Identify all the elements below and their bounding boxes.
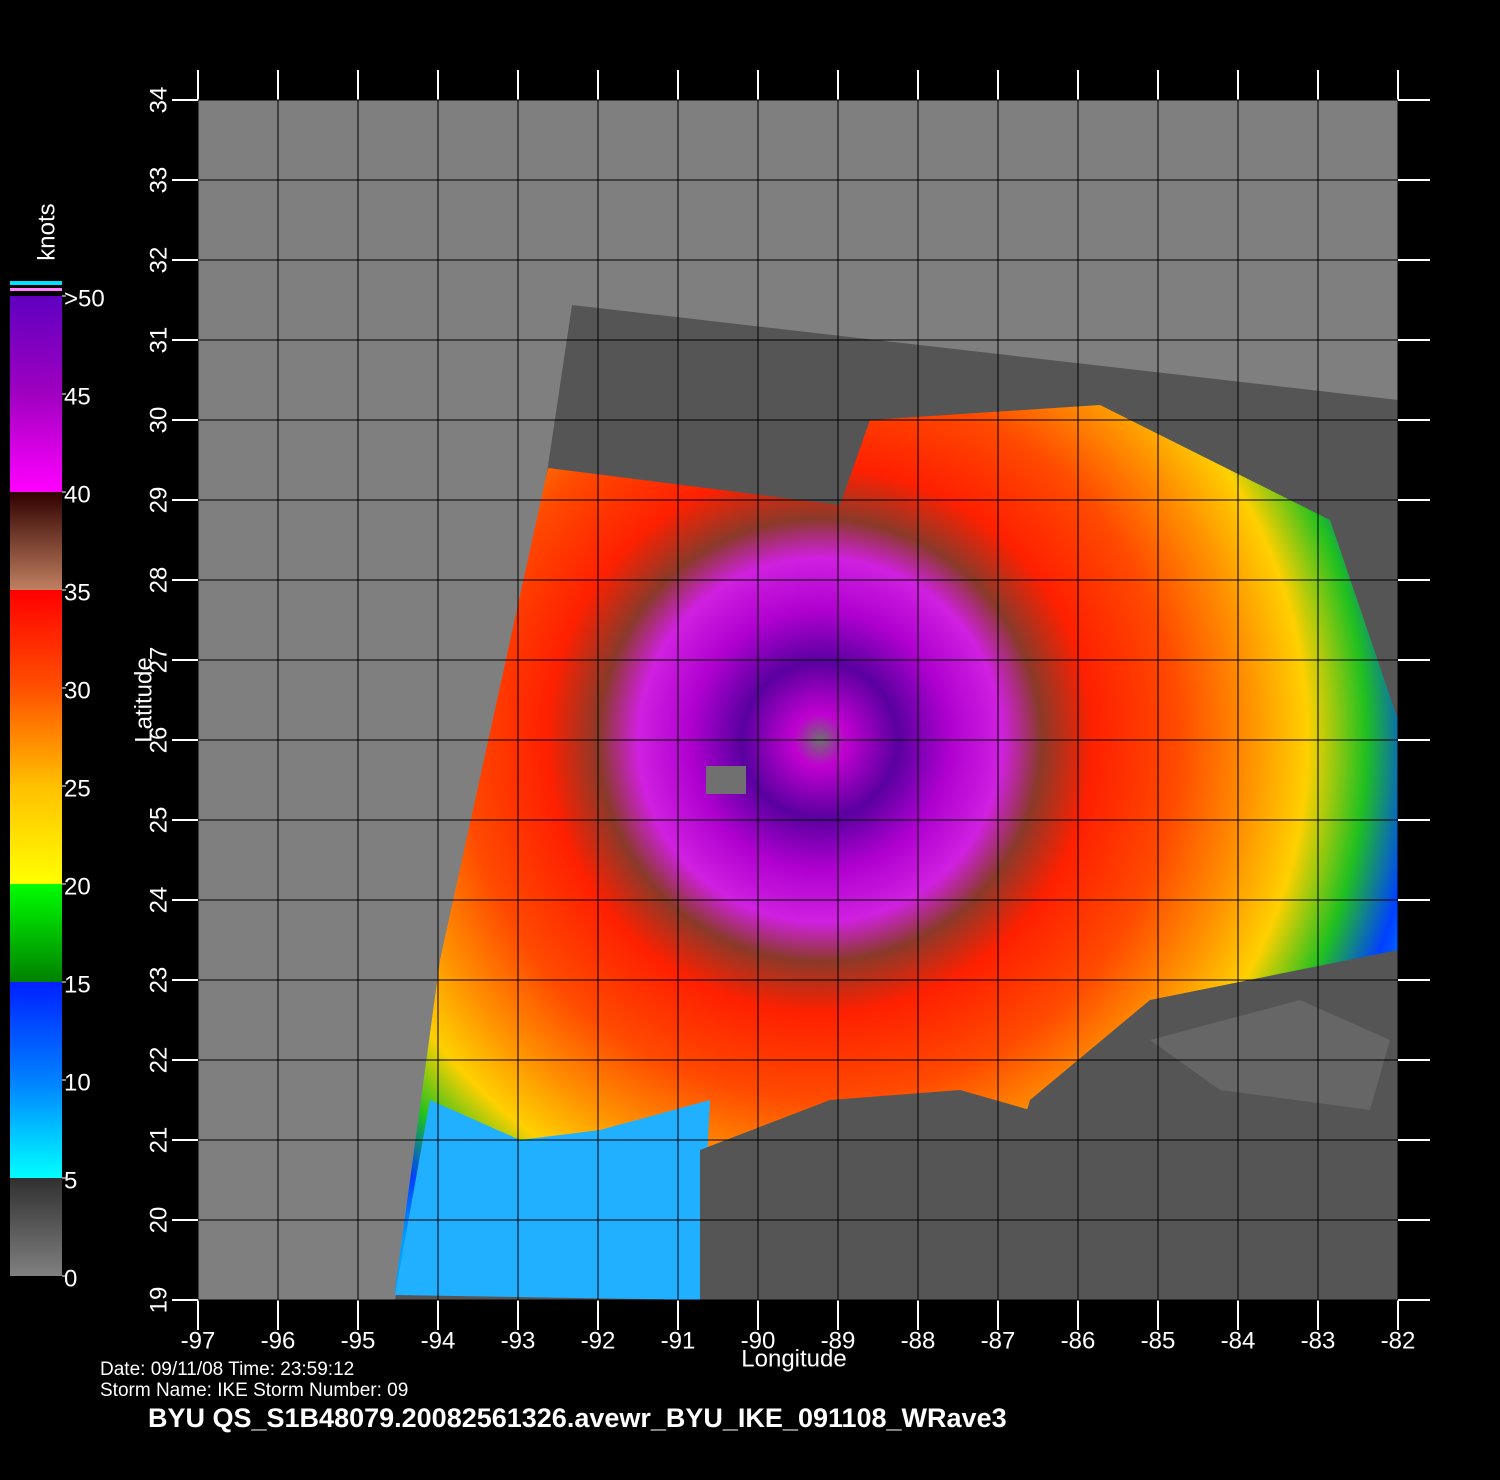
colorbar-label: 40 xyxy=(64,481,91,508)
y-tick-label: 34 xyxy=(145,87,172,114)
y-tick-label: 28 xyxy=(145,567,172,594)
colorbar-label: 25 xyxy=(64,775,91,802)
colorbar-label: 30 xyxy=(64,677,91,704)
y-tick-label: 30 xyxy=(145,407,172,434)
map-image xyxy=(198,100,1398,1300)
y-tick-label: 31 xyxy=(145,327,172,354)
y-tick-label: 23 xyxy=(145,967,172,994)
x-tick-label: -94 xyxy=(421,1327,456,1354)
colorbar-cap xyxy=(10,281,62,285)
x-tick-label: -92 xyxy=(581,1327,616,1354)
x-tick-label: -85 xyxy=(1141,1327,1176,1354)
x-tick-label: -89 xyxy=(821,1327,856,1354)
y-tick-label: 29 xyxy=(145,487,172,514)
colorbar-cap xyxy=(10,288,62,291)
colorbar-label: >50 xyxy=(64,285,105,312)
y-tick-label: 27 xyxy=(145,647,172,674)
x-tick-label: -97 xyxy=(181,1327,216,1354)
file-name: BYU QS_S1B48079.20082561326.avewr_BYU_IK… xyxy=(148,1403,1007,1433)
colorbar-label: 0 xyxy=(64,1265,77,1292)
x-tick-label: -93 xyxy=(501,1327,536,1354)
x-tick-label: -95 xyxy=(341,1327,376,1354)
y-tick-label: 24 xyxy=(145,887,172,914)
y-tick-label: 26 xyxy=(145,727,172,754)
x-tick-label: -91 xyxy=(661,1327,696,1354)
y-axis-label: Latitude xyxy=(130,657,157,742)
colorbar-label: 45 xyxy=(64,383,91,410)
x-tick-label: -84 xyxy=(1221,1327,1256,1354)
x-tick-label: -86 xyxy=(1061,1327,1096,1354)
x-tick-label: -82 xyxy=(1381,1327,1416,1354)
y-tick-label: 21 xyxy=(145,1127,172,1154)
x-axis-label: Longitude xyxy=(741,1345,846,1372)
y-tick-label: 25 xyxy=(145,807,172,834)
y-tick-label: 33 xyxy=(145,167,172,194)
colorbar xyxy=(10,296,62,1276)
x-tick-label: -87 xyxy=(981,1327,1016,1354)
x-tick-label: -90 xyxy=(741,1327,776,1354)
y-tick-label: 19 xyxy=(145,1287,172,1314)
date-line: Date: 09/11/08 Time: 23:59:12 xyxy=(100,1359,354,1380)
x-tick-label: -83 xyxy=(1301,1327,1336,1354)
colorbar-label: 5 xyxy=(64,1167,77,1194)
colorbar-unit: knots xyxy=(33,203,60,260)
colorbar-label: 15 xyxy=(64,971,91,998)
x-tick-label: -96 xyxy=(261,1327,296,1354)
x-tick-label: -88 xyxy=(901,1327,936,1354)
y-tick-label: 32 xyxy=(145,247,172,274)
storm-line: Storm Name: IKE Storm Number: 09 xyxy=(100,1380,408,1401)
y-tick-label: 20 xyxy=(145,1207,172,1234)
colorbar-label: 35 xyxy=(64,579,91,606)
colorbar-label: 20 xyxy=(64,873,91,900)
y-tick-label: 22 xyxy=(145,1047,172,1074)
colorbar-label: 10 xyxy=(64,1069,91,1096)
